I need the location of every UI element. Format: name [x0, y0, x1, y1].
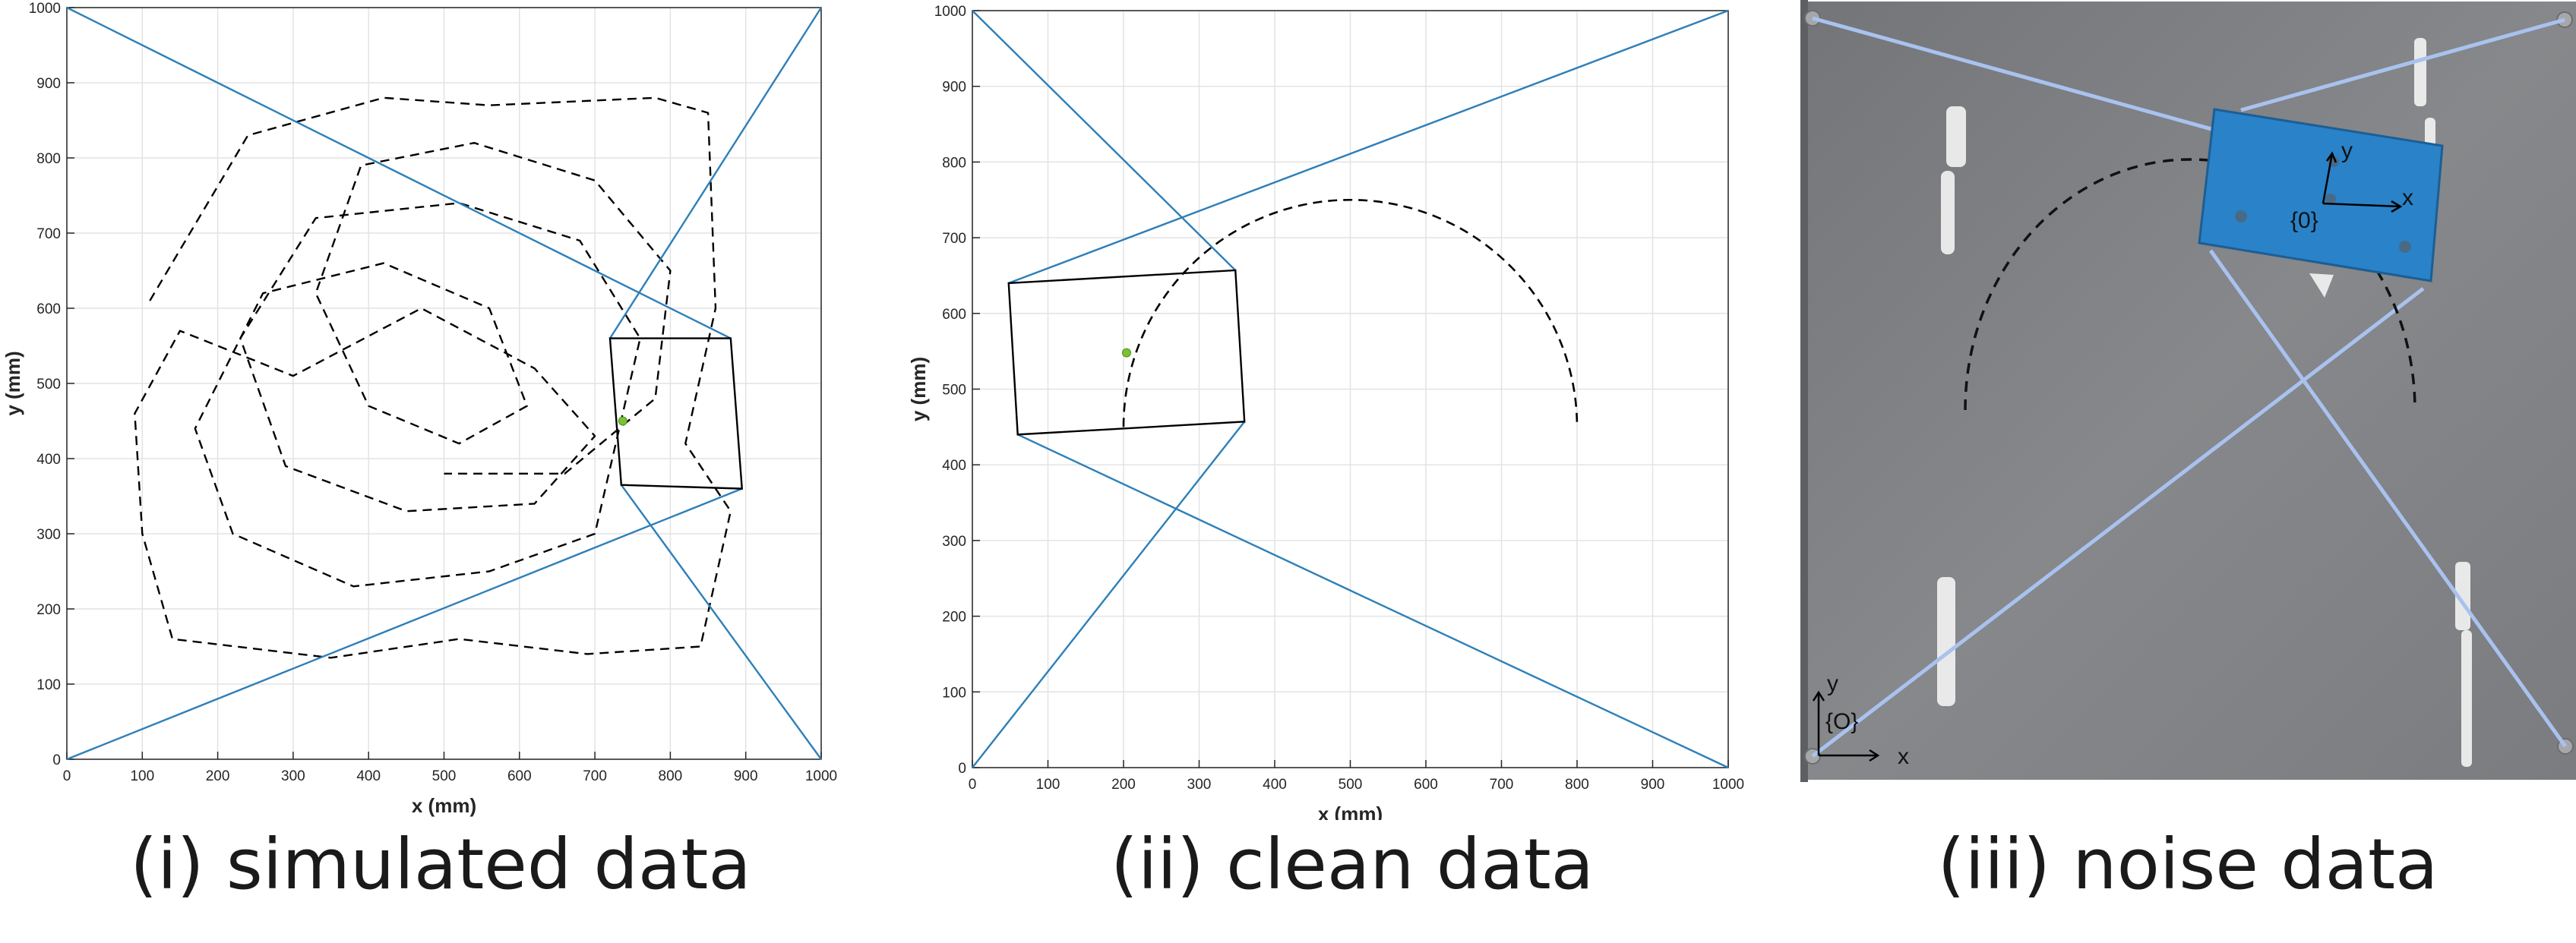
x-tick-label: 100: [130, 768, 154, 784]
cable-line: [972, 421, 1246, 768]
y-tick-label: 500: [36, 377, 61, 393]
x-tick-label: 600: [1414, 777, 1438, 793]
y-tick-label: 800: [36, 151, 61, 167]
x-tick-label: 800: [1565, 777, 1589, 793]
y-tick-label: 800: [942, 155, 966, 171]
cable-line: [1017, 434, 1729, 769]
cable-line: [608, 7, 823, 339]
y-tick-label: 400: [942, 458, 966, 474]
y-tick-label: 300: [36, 527, 61, 543]
x-tick-label: 500: [432, 768, 457, 784]
x-tick-label: 800: [659, 768, 683, 784]
arc-trajectory: [1122, 198, 1579, 427]
object-center-marker: [1121, 348, 1131, 358]
object-frame: [2322, 151, 2403, 213]
object-rectangle: [608, 337, 744, 490]
cable-line: [1008, 9, 1729, 285]
x-tick-label: 200: [206, 768, 230, 784]
origin-frame: [1812, 690, 1880, 762]
x-tick-label: 400: [1263, 777, 1287, 793]
origin-frame-label: {O}: [1825, 709, 1858, 734]
caption-clean-data: (ii) clean data: [1110, 824, 1595, 905]
simulated-data-chart: 0 100 200 300 400 500 600 700 800 900 1000 0 100 200 3…: [2, 1, 837, 817]
cable-line: [620, 484, 822, 760]
y-tick-label: 100: [942, 685, 966, 701]
y-tick-label: 300: [942, 534, 966, 550]
x-tick-label: 1000: [1712, 777, 1744, 793]
y-tick-label: 1000: [29, 1, 61, 17]
y-tick-label: 900: [36, 76, 61, 92]
x-tick-label: 200: [1111, 777, 1136, 793]
x-tick-label: 1000: [805, 768, 837, 784]
caption-noise-data: (iii) noise data: [1937, 824, 2439, 905]
cables: [1811, 16, 2568, 758]
y-tick-label: 0: [52, 752, 61, 768]
y-tick-label: 600: [36, 301, 61, 317]
x-tick-label: 400: [356, 768, 381, 784]
object-axis-y-label: y: [2341, 138, 2353, 163]
object-axis-x-label: x: [2402, 185, 2413, 210]
clean-data-chart: 0 100 200 300 400 500 600 700 800 900 1000 0 100 200 3…: [907, 4, 1744, 820]
cable-line: [66, 487, 743, 761]
x-axis-title: x (mm): [412, 794, 476, 817]
origin-axis-y-label: y: [1827, 671, 1838, 696]
object-frame-label: {0}: [2290, 208, 2318, 233]
y-tick-label: 500: [942, 383, 966, 399]
y-axis-title: y (mm): [907, 357, 930, 421]
blue-object: [2198, 108, 2444, 298]
x-tick-label: 600: [507, 768, 532, 784]
y-tick-label: 700: [942, 231, 966, 247]
x-tick-label: 100: [1036, 777, 1060, 793]
origin-axis-x-label: x: [1898, 744, 1909, 769]
reference-trajectory: [1964, 158, 2416, 411]
board-dark-edge: [1800, 0, 1808, 782]
x-tick-label: 0: [969, 777, 977, 793]
x-tick-label: 700: [1490, 777, 1514, 793]
x-tick-label: 0: [63, 768, 71, 784]
y-tick-label: 200: [36, 602, 61, 618]
y-axis-title: y (mm): [2, 351, 24, 415]
caption-simulated-data: (i) simulated data: [130, 824, 751, 905]
y-tick-label: 600: [942, 307, 966, 323]
x-tick-label: 300: [1187, 777, 1212, 793]
object-rectangle: [1007, 269, 1246, 436]
y-tick-label: 700: [36, 226, 61, 242]
y-tick-label: 1000: [934, 4, 966, 20]
x-tick-label: 700: [583, 768, 607, 784]
y-tick-label: 100: [36, 677, 61, 693]
y-tick-label: 900: [942, 80, 966, 96]
board-surface: [1803, 2, 2576, 780]
x-tick-label: 300: [281, 768, 305, 784]
y-tick-label: 200: [942, 610, 966, 626]
y-tick-label: 400: [36, 452, 61, 468]
x-tick-label: 900: [1641, 777, 1665, 793]
cable-line: [972, 10, 1237, 271]
x-tick-label: 900: [734, 768, 758, 784]
y-tick-label: 0: [958, 761, 966, 777]
object-center-marker: [618, 416, 627, 426]
noise-data-photo: {0} y x y {O} x: [1800, 0, 2576, 782]
trajectory-path: [134, 96, 732, 659]
cable-line: [66, 6, 732, 339]
x-axis-title: x (mm): [1318, 803, 1383, 820]
x-tick-label: 500: [1339, 777, 1363, 793]
